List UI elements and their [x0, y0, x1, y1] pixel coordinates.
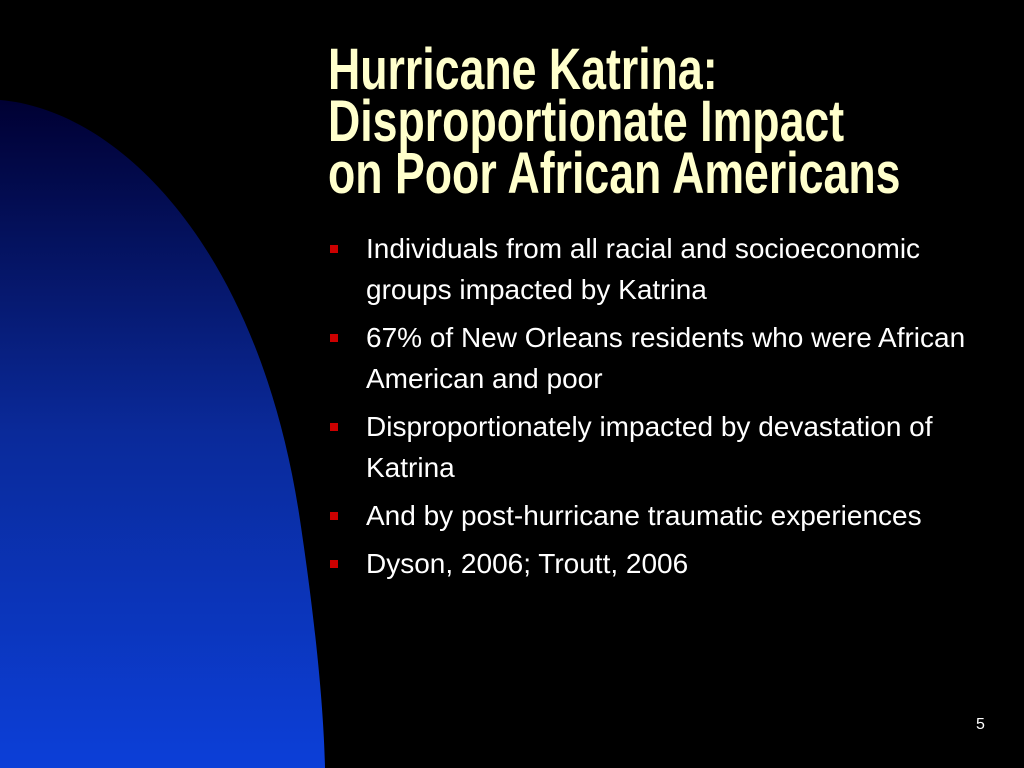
title-line: on Poor African Americans — [328, 141, 901, 206]
slide-title: Hurricane Katrina: Disproportionate Impac… — [328, 37, 901, 206]
title-line: Disproportionate Impact — [328, 89, 845, 154]
bullet: Individuals from all racial and socioeco… — [328, 228, 968, 310]
title-line: Hurricane Katrina: — [328, 37, 718, 102]
bullet: Disproportionately impacted by devastati… — [328, 406, 968, 488]
bullet: Dyson, 2006; Troutt, 2006 — [328, 543, 968, 584]
bullet: 67% of New Orleans residents who were Af… — [328, 317, 968, 399]
bullet-list: Individuals from all racial and socioeco… — [328, 228, 968, 591]
page-number: 5 — [976, 716, 985, 733]
bullet: And by post-hurricane traumatic experien… — [328, 495, 968, 536]
